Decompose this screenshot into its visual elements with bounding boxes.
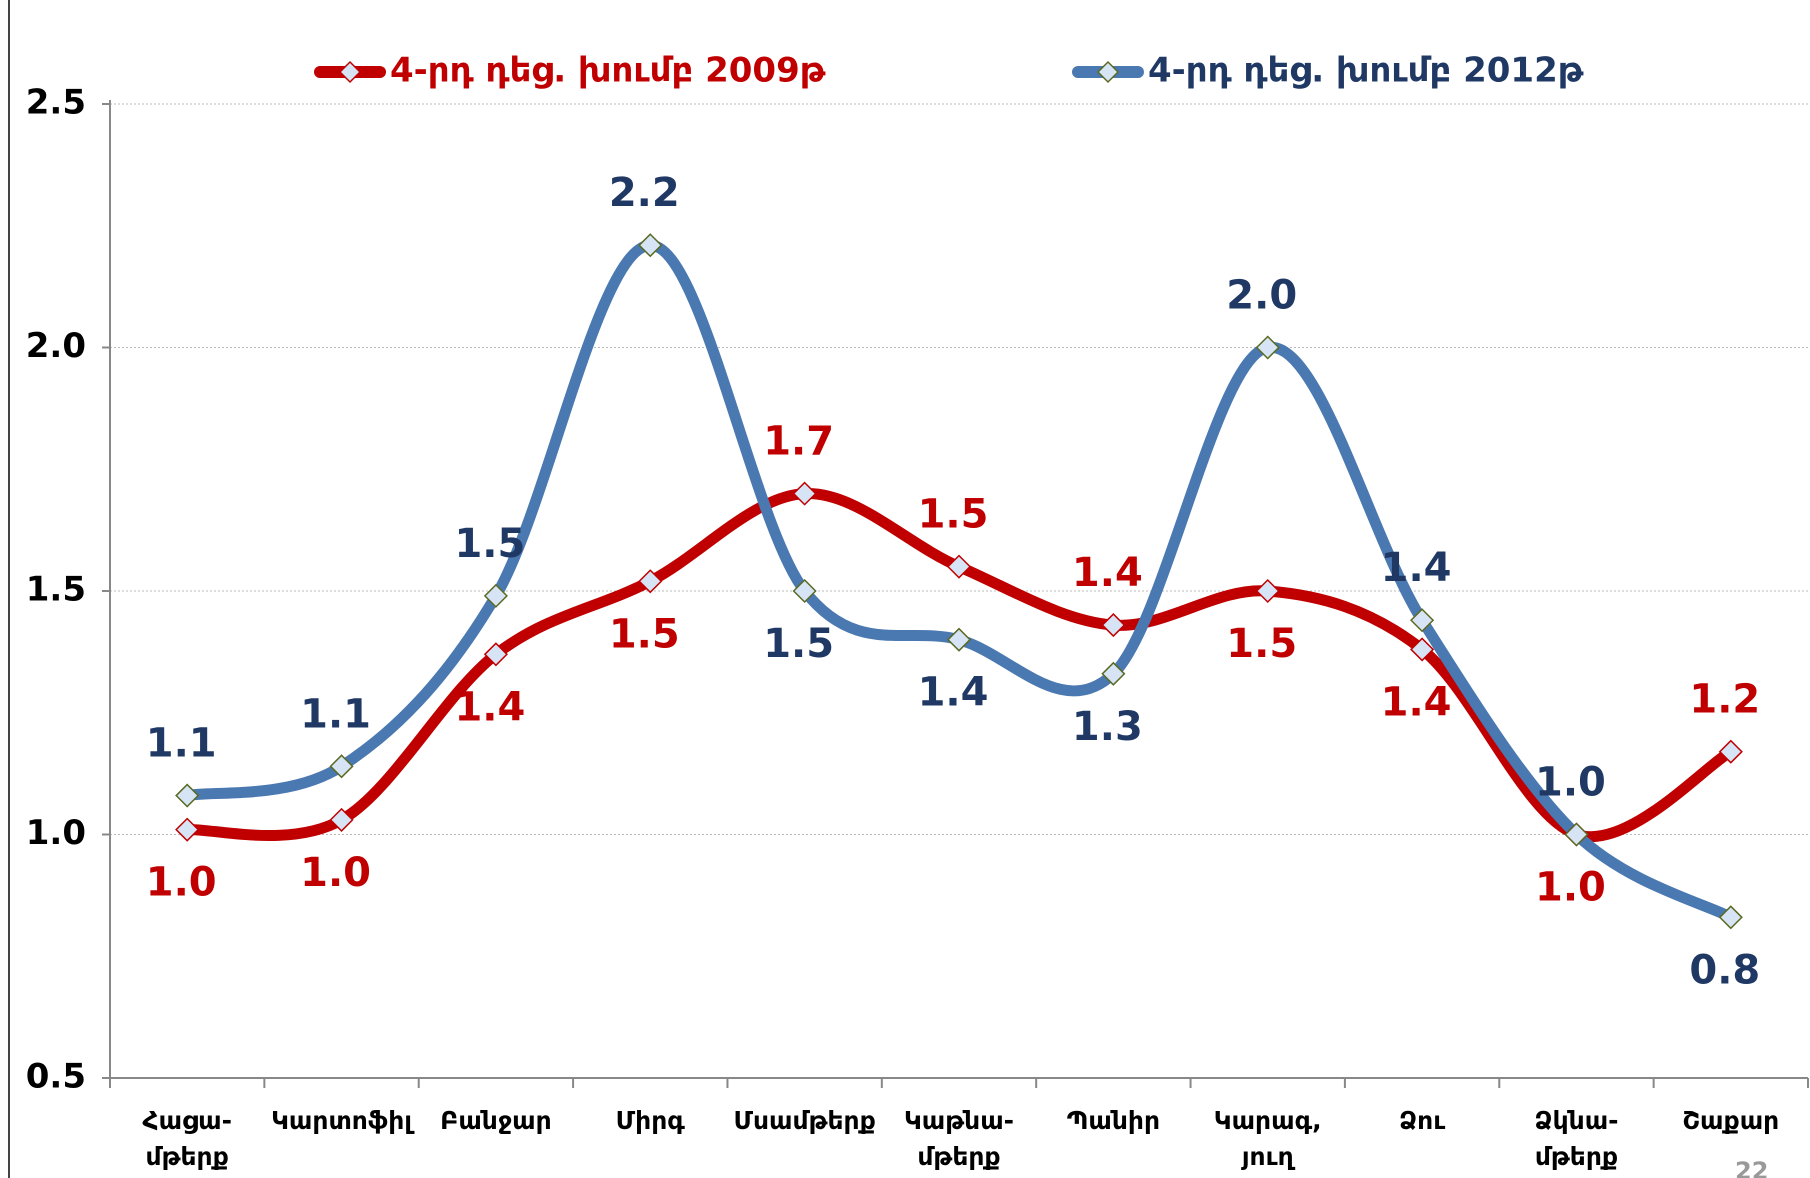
marker [483,583,508,608]
y-tick-label: 0.5 [26,1057,86,1097]
page-number: 22 [1735,1157,1768,1178]
x-tick-label: Հացա-մթերք [142,1106,232,1171]
data-label: 1.2 [1689,677,1760,723]
x-tick-label-line: յուղ [1241,1142,1296,1171]
x-tick-label-line: Մսամթերք [733,1106,875,1135]
y-tick-label: 2.0 [26,326,86,366]
x-tick-label-line: Ձու [1399,1106,1445,1135]
marker [1101,661,1126,686]
data-label: 2.0 [1226,273,1297,319]
data-label: 1.5 [763,621,834,667]
x-tick-label-line: մթերք [917,1142,1000,1171]
marker [1718,905,1743,930]
marker [1410,637,1435,662]
data-label: 1.5 [454,521,525,567]
data-label: 1.4 [1072,550,1143,596]
data-label: 1.7 [763,419,834,465]
marker [1101,613,1126,638]
data-label: 1.0 [146,860,217,906]
legend-label: 4-րդ դեց. խումբ 2009թ [390,51,826,91]
marker [638,233,663,258]
marker [946,627,972,652]
marker [329,807,354,832]
x-tick-label: Շաքար [1682,1106,1779,1135]
series-line [181,488,1737,843]
x-tick-label-line: Միրգ [616,1106,686,1135]
x-tick-label-line: Կարագ, [1214,1106,1322,1135]
data-label: 1.3 [1072,704,1143,750]
x-tick-label-line: մթերք [1535,1142,1618,1171]
x-tick-label: Կարագ, յուղ [1214,1106,1322,1171]
data-label: 1.5 [609,611,680,657]
data-label: 1.0 [1535,865,1606,911]
data-label: 1.4 [918,670,989,716]
x-tick-label-line: Պանիր [1067,1106,1160,1135]
x-tick-label: Բանջար [440,1106,552,1135]
data-label: 1.0 [300,850,371,896]
x-tick-label-line: Կարտոֆիլ [271,1106,415,1135]
marker [1410,608,1435,633]
legend-marker [1096,60,1120,84]
legend-label: 4-րդ դեց. խումբ 2012թ [1148,51,1584,91]
x-tick-label-line: Շաքար [1682,1106,1779,1135]
data-label: 1.4 [1381,679,1452,725]
marker [329,754,354,779]
marker [175,783,200,808]
marker [1564,822,1589,847]
y-tick-label: 1.5 [26,570,86,610]
marker [1255,578,1280,604]
x-tick-label: Պանիր [1067,1106,1160,1135]
x-tick-label: Ձկնա-մթերք [1534,1106,1618,1171]
x-tick-label-line: մթերք [146,1142,229,1171]
data-label: 1.4 [454,684,525,730]
marker [175,817,200,842]
data-label: 1.4 [1381,545,1452,591]
y-tick-label: 2.5 [26,83,86,123]
x-tick-label-line: Հացա- [142,1106,232,1135]
legend-marker [338,60,362,84]
series-line [181,239,1737,923]
marker [1255,335,1280,360]
marker [946,554,972,579]
data-label: 1.1 [300,691,371,737]
x-tick-label-line: Բանջար [440,1106,552,1135]
marker [792,481,817,506]
marker [792,578,817,604]
x-tick-label: Կարտոֆիլ [271,1106,415,1135]
x-tick-label: Մսամթերք [733,1106,875,1135]
data-label: 1.5 [1226,621,1297,667]
y-tick-label: 1.0 [26,813,86,853]
marker [483,642,508,667]
marker [638,569,663,594]
x-tick-label: Ձու [1399,1106,1445,1135]
x-tick-label: Կաթնա-մթերք [904,1106,1014,1171]
data-label: 1.5 [918,492,989,538]
x-tick-label-line: Կաթնա- [904,1106,1014,1135]
data-label: 1.1 [146,721,217,767]
data-label: 1.0 [1535,760,1606,806]
marker [1718,739,1743,764]
data-label: 0.8 [1689,947,1760,993]
x-tick-label-line: Ձկնա- [1534,1106,1618,1135]
x-tick-label: Միրգ [616,1106,686,1135]
data-label: 2.2 [609,170,680,216]
